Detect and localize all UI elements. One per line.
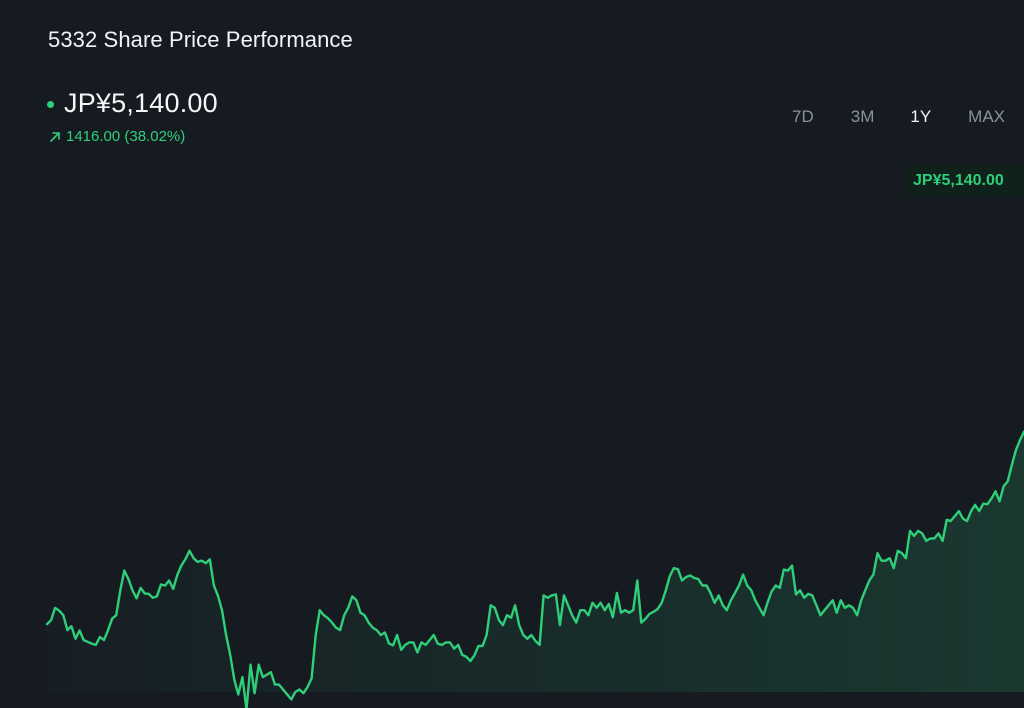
price-change-value: 1416.00 (38.02%): [66, 128, 186, 145]
price-line: [45, 430, 1024, 708]
page-title: 5332 Share Price Performance: [48, 27, 353, 52]
range-7d-button[interactable]: 7D: [792, 107, 814, 126]
price-row: JP¥5,140.00: [47, 88, 218, 119]
arrow-up-right-icon: [50, 131, 60, 142]
price-area: [47, 431, 1024, 708]
end-price-label: JP¥5,140.00: [905, 166, 1024, 196]
price-dot-icon: [47, 101, 54, 108]
current-price: JP¥5,140.00: [64, 88, 218, 118]
range-1y-button[interactable]: 1Y: [910, 107, 932, 126]
range-3m-button[interactable]: 3M: [850, 107, 875, 126]
price-change: 1416.00 (38.02%): [49, 128, 185, 145]
range-max-button[interactable]: MAX: [968, 107, 1005, 126]
range-selector: 7D 3M 1Y MAX: [792, 107, 1005, 127]
